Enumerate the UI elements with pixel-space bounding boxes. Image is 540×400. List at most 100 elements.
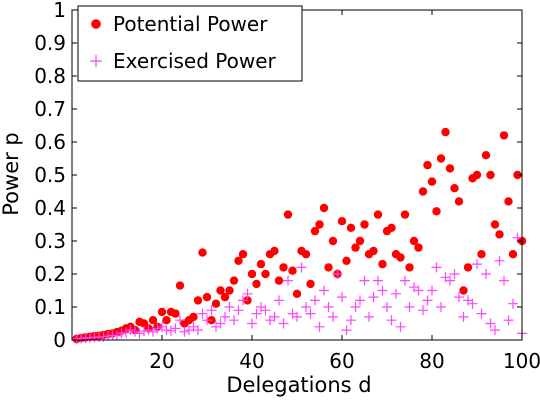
legend-plus-mark	[90, 55, 102, 67]
y-tick-label: 0.9	[34, 31, 66, 55]
data-point-potential-power	[423, 160, 432, 170]
data-point-exercised-power	[247, 318, 257, 329]
data-point-exercised-power	[368, 292, 379, 303]
data-point-exercised-power	[481, 269, 491, 279]
x-tick-label: 40	[239, 349, 264, 373]
data-point-exercised-power	[350, 302, 361, 312]
data-point-exercised-power	[341, 325, 352, 336]
data-point-exercised-power	[427, 285, 437, 296]
data-point-potential-power	[157, 307, 167, 317]
data-point-exercised-power	[152, 323, 163, 334]
data-point-potential-power	[148, 316, 158, 325]
data-point-exercised-power	[332, 269, 343, 279]
data-point-exercised-power	[116, 328, 127, 339]
data-point-potential-power	[175, 281, 185, 290]
data-point-potential-power	[445, 164, 455, 173]
data-point-potential-power	[477, 250, 486, 259]
data-point-exercised-power	[242, 288, 253, 299]
data-point-exercised-power	[233, 305, 244, 316]
data-point-exercised-power	[490, 325, 500, 336]
data-point-exercised-power	[418, 305, 428, 316]
data-point-exercised-power	[494, 255, 505, 266]
data-point-potential-power	[301, 250, 311, 259]
x-tick-label: 60	[329, 349, 354, 373]
data-point-potential-power	[324, 263, 333, 272]
data-point-potential-power	[373, 210, 383, 219]
x-tick-label: 20	[149, 349, 174, 373]
data-point-exercised-power	[202, 315, 212, 326]
legend-label-exercised-power: Exercised Power	[113, 49, 277, 73]
data-point-exercised-power	[314, 321, 325, 332]
data-point-potential-power	[495, 230, 504, 239]
data-point-potential-power	[211, 299, 221, 308]
data-point-potential-power	[193, 296, 203, 305]
data-point-potential-power	[432, 207, 441, 216]
data-point-exercised-power	[175, 315, 185, 326]
data-point-exercised-power	[404, 302, 415, 312]
data-point-potential-power	[292, 289, 302, 298]
data-point-potential-power	[436, 154, 446, 163]
data-point-exercised-power	[215, 318, 226, 329]
data-point-potential-power	[351, 243, 360, 252]
data-point-potential-power	[225, 286, 234, 295]
data-point-potential-power	[472, 170, 482, 180]
data-point-potential-power	[252, 279, 261, 289]
data-point-potential-power	[414, 243, 423, 252]
data-point-exercised-power	[193, 325, 203, 336]
data-point-potential-power	[387, 223, 396, 232]
x-tick-label: 80	[419, 349, 444, 373]
data-point-potential-power	[283, 210, 293, 219]
y-tick-label: 0.3	[34, 229, 66, 253]
data-point-exercised-power	[301, 302, 311, 312]
data-point-exercised-power	[292, 311, 302, 322]
data-point-potential-power	[247, 269, 257, 279]
data-point-exercised-power	[179, 326, 190, 337]
data-point-potential-power	[427, 177, 437, 186]
data-point-potential-power	[315, 220, 324, 229]
data-point-potential-power	[198, 248, 207, 257]
data-point-exercised-power	[445, 275, 455, 286]
y-tick-label: 0.1	[34, 295, 66, 319]
x-tick-label: 100	[503, 349, 540, 373]
data-point-exercised-power	[139, 326, 149, 337]
data-point-potential-power	[441, 127, 450, 137]
data-point-exercised-power	[121, 327, 131, 338]
data-point-potential-power	[355, 236, 365, 246]
data-point-exercised-power	[328, 311, 338, 322]
data-point-potential-power	[463, 263, 473, 272]
data-point-potential-power	[162, 316, 171, 325]
data-point-exercised-power	[485, 318, 496, 329]
data-point-exercised-power	[229, 315, 239, 326]
data-point-exercised-power	[269, 311, 280, 322]
data-point-exercised-power	[130, 326, 140, 337]
data-point-potential-power	[481, 151, 491, 160]
data-point-exercised-power	[386, 315, 397, 326]
legend: Potential Power Exercised Power	[77, 5, 303, 82]
data-point-exercised-power	[499, 275, 509, 286]
y-tick-label: 0	[53, 328, 66, 352]
data-point-exercised-power	[364, 311, 374, 322]
data-point-exercised-power	[310, 295, 320, 306]
data-point-potential-power	[202, 292, 212, 302]
data-point-exercised-power	[274, 295, 284, 306]
data-point-potential-power	[486, 170, 495, 180]
data-point-potential-power	[270, 246, 279, 256]
data-point-exercised-power	[449, 269, 460, 279]
legend-marker-exercised-power	[90, 55, 102, 67]
data-point-potential-power	[306, 279, 315, 289]
y-tick-label: 0.5	[34, 163, 66, 187]
data-point-exercised-power	[377, 285, 388, 296]
data-point-potential-power	[319, 203, 329, 213]
data-point-potential-power	[405, 263, 414, 272]
data-point-potential-power	[499, 131, 509, 140]
data-point-potential-power	[220, 292, 230, 302]
data-point-potential-power	[459, 286, 468, 295]
data-point-potential-power	[261, 269, 270, 279]
data-point-exercised-power	[305, 308, 316, 319]
data-point-exercised-power	[161, 325, 172, 336]
data-point-exercised-power	[337, 292, 347, 303]
data-point-potential-power	[378, 259, 387, 269]
data-point-exercised-power	[503, 315, 514, 326]
data-point-potential-power	[274, 276, 284, 285]
x-tick-labels: 20 40 60 80 100	[149, 349, 540, 373]
